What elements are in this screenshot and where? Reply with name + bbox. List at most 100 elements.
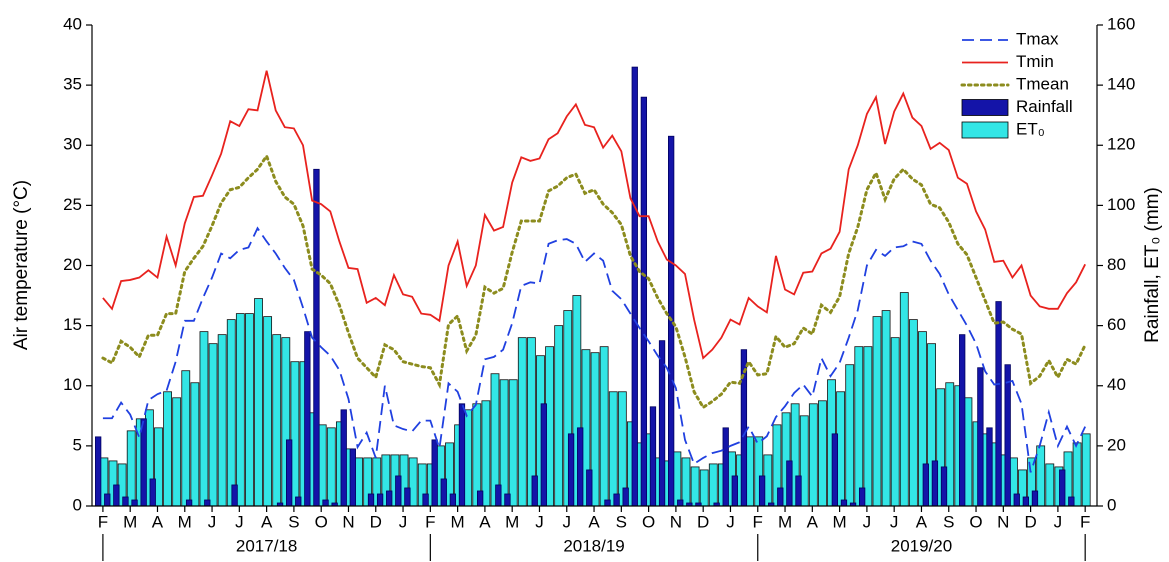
x-tick-label: D [697,512,709,531]
bar [872,316,882,507]
bar [208,343,218,507]
bar [367,493,375,507]
bar [263,316,273,507]
bar [922,463,929,507]
x-tick-label: A [479,512,491,531]
bar [185,499,193,507]
bar [326,427,336,507]
bar [631,66,638,507]
bar [786,460,793,507]
x-tick-label: A [916,512,928,531]
bar [931,460,939,507]
x-tick-label: J [235,512,244,531]
x-tick-label: J [399,512,408,531]
bar [863,346,873,507]
bar [181,370,191,507]
bar [777,487,784,507]
bar [126,430,136,507]
bar [386,490,393,507]
bar [449,493,457,507]
bar [1013,493,1020,507]
bar [758,475,766,507]
legend: Tmax Tmin Tmean Rainfall ET₀ [960,29,1073,139]
x-tick-label: S [288,512,299,531]
bar [613,493,620,507]
x-tick-label: F [1080,512,1090,531]
bar-layer [95,66,1091,507]
bar [1081,433,1091,507]
y2-tick-label: 60 [1107,315,1126,334]
bar [531,475,538,507]
bar [722,427,729,507]
bar [458,403,466,507]
bar [477,490,484,507]
y2-tick-label: 80 [1107,255,1126,274]
y2-tick-label: 40 [1107,375,1126,394]
x-tick-label: A [807,512,819,531]
bar [1068,496,1075,507]
bar [890,337,900,507]
bar [1072,442,1082,507]
bar [731,475,738,507]
y-tick-label: 20 [63,255,82,274]
bar [554,325,564,507]
bar [699,469,709,507]
bar [586,469,593,507]
bar [431,439,438,507]
bar [818,400,827,507]
legend-label: Rainfall [1016,97,1073,116]
legend-swatch [961,121,1009,139]
bar [508,379,518,507]
bar [1004,364,1011,507]
bar [831,433,839,507]
legend-label: Tmax [1016,29,1059,48]
bar [517,337,527,507]
y-tick-label: 35 [63,75,82,94]
season-label: 2019/20 [891,536,952,555]
bar [622,487,629,507]
bar [395,475,402,507]
bar [404,487,411,507]
legend-label: Tmean [1016,74,1069,93]
y-tick-label: 30 [63,135,82,154]
bar [481,400,491,507]
x-tick-label: O [969,512,982,531]
bar [95,436,102,507]
season-label: 2018/19 [563,536,624,555]
x-tick-label: D [370,512,382,531]
bar [245,313,254,507]
bar [131,499,138,507]
bar [604,499,611,507]
x-tick-label: A [261,512,273,531]
bar [995,301,1002,507]
bar [795,475,802,507]
x-tick-label: A [152,512,164,531]
x-tick-label: M [505,512,519,531]
x-tick-label: J [563,512,572,531]
x-tick-label: J [1054,512,1063,531]
bar [1045,463,1055,507]
bar [163,391,172,507]
x-tick-label: D [1024,512,1036,531]
bar [567,433,575,507]
x-tick-label: S [943,512,954,531]
x-tick-label: J [208,512,217,531]
bar [608,391,618,507]
bar [322,499,329,507]
x-tick-label: S [616,512,627,531]
bar [681,457,691,507]
x-tick-label: M [123,512,137,531]
bar [854,346,864,507]
bar [304,331,311,507]
bar [1059,469,1066,507]
bar [640,96,648,507]
y-tick-label: 10 [63,375,82,394]
bar [172,397,182,507]
bar [504,493,511,507]
bar [690,466,700,507]
x-tick-label: O [642,512,655,531]
legend-label: Tmin [1016,52,1054,71]
bar [540,403,547,507]
